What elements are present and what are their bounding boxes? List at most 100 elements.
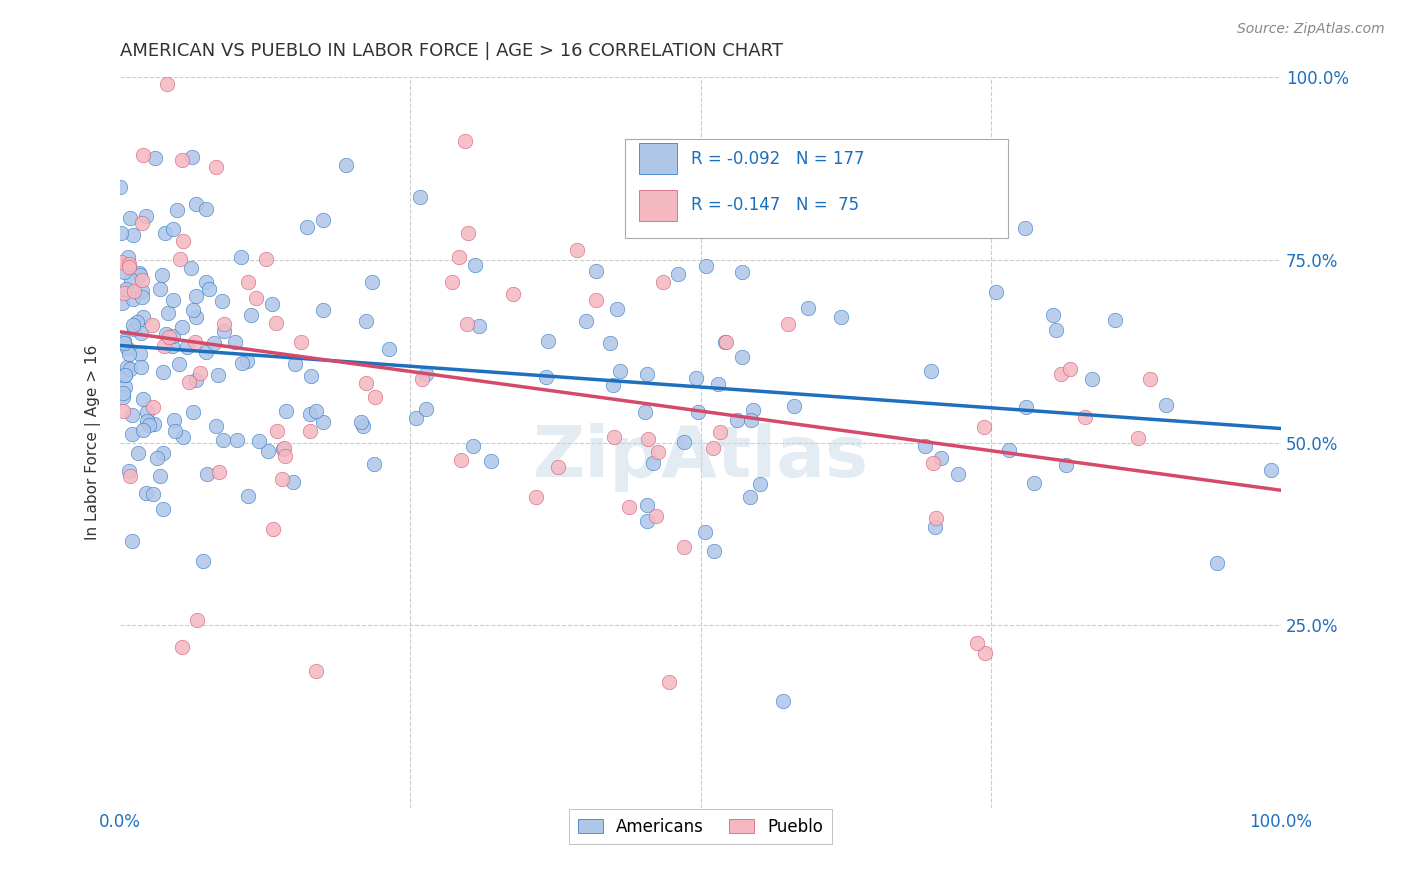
Point bbox=[305, 664, 328, 678]
Point bbox=[141, 318, 163, 332]
Point bbox=[153, 339, 176, 353]
Point bbox=[1042, 308, 1064, 322]
Point bbox=[312, 213, 335, 227]
Point bbox=[921, 457, 943, 471]
Point bbox=[145, 151, 167, 165]
Point bbox=[502, 286, 524, 301]
Point bbox=[162, 293, 184, 307]
Point bbox=[929, 451, 952, 466]
Point bbox=[132, 423, 155, 437]
Point bbox=[1139, 372, 1161, 386]
Point bbox=[155, 226, 177, 240]
Point bbox=[924, 519, 946, 533]
Point bbox=[236, 275, 259, 289]
Point bbox=[180, 150, 202, 164]
Point bbox=[738, 491, 761, 505]
Point bbox=[172, 234, 194, 248]
Point bbox=[271, 442, 294, 457]
Point bbox=[114, 285, 136, 300]
Point bbox=[172, 319, 194, 334]
Point bbox=[276, 404, 298, 418]
Point bbox=[354, 376, 377, 391]
Point bbox=[135, 414, 157, 428]
Point bbox=[163, 413, 186, 427]
Point bbox=[129, 347, 152, 361]
Point bbox=[152, 501, 174, 516]
Point bbox=[110, 255, 132, 269]
Point bbox=[136, 405, 159, 419]
Point bbox=[672, 434, 695, 449]
Point bbox=[731, 351, 754, 365]
Point bbox=[129, 326, 152, 340]
Point bbox=[797, 301, 820, 315]
Point bbox=[641, 456, 664, 470]
Point bbox=[617, 500, 640, 514]
Point bbox=[778, 317, 800, 331]
Point bbox=[1054, 458, 1077, 473]
Point bbox=[260, 297, 283, 311]
Point bbox=[121, 292, 143, 306]
Point bbox=[547, 459, 569, 474]
Point bbox=[1045, 323, 1067, 337]
Point bbox=[706, 377, 728, 392]
Point bbox=[920, 364, 942, 378]
Point bbox=[239, 308, 262, 322]
Point bbox=[195, 467, 218, 481]
Point bbox=[111, 404, 134, 418]
Point bbox=[208, 465, 231, 479]
Point bbox=[142, 400, 165, 414]
Point bbox=[305, 403, 328, 417]
Point bbox=[966, 636, 988, 650]
Point bbox=[121, 408, 143, 422]
Point bbox=[1050, 367, 1073, 381]
Point bbox=[110, 179, 132, 194]
Point bbox=[647, 445, 669, 459]
Point bbox=[974, 646, 997, 660]
Bar bbox=[638, 190, 678, 220]
Point bbox=[142, 487, 165, 501]
Point bbox=[198, 282, 221, 296]
Point bbox=[703, 544, 725, 558]
Point bbox=[160, 339, 183, 353]
Point bbox=[772, 694, 794, 708]
Point bbox=[479, 454, 502, 468]
Text: Source: ZipAtlas.com: Source: ZipAtlas.com bbox=[1237, 22, 1385, 37]
Point bbox=[152, 446, 174, 460]
Point bbox=[585, 293, 607, 307]
Point bbox=[768, 177, 790, 191]
Text: AMERICAN VS PUEBLO IN LABOR FORCE | AGE > 16 CORRELATION CHART: AMERICAN VS PUEBLO IN LABOR FORCE | AGE … bbox=[120, 42, 783, 60]
Point bbox=[152, 365, 174, 379]
Point bbox=[194, 345, 217, 359]
Point bbox=[148, 468, 170, 483]
Text: ZipAtlas: ZipAtlas bbox=[533, 423, 869, 491]
Point bbox=[122, 318, 145, 332]
Point bbox=[1074, 409, 1097, 424]
Point bbox=[194, 202, 217, 216]
Point bbox=[111, 390, 134, 404]
Point bbox=[914, 439, 936, 453]
Point bbox=[273, 442, 295, 456]
Point bbox=[1015, 401, 1038, 415]
Point bbox=[262, 522, 284, 536]
Point bbox=[166, 203, 188, 218]
Point bbox=[111, 295, 134, 310]
Point bbox=[266, 424, 288, 438]
Point bbox=[162, 222, 184, 236]
Point bbox=[599, 336, 621, 351]
Bar bbox=[638, 144, 678, 174]
Point bbox=[142, 417, 165, 431]
Point bbox=[925, 510, 948, 524]
Point bbox=[118, 347, 141, 361]
Point bbox=[211, 434, 233, 448]
Point bbox=[299, 424, 322, 438]
Point bbox=[132, 392, 155, 406]
Text: R = -0.092   N = 177: R = -0.092 N = 177 bbox=[692, 150, 865, 168]
Point bbox=[212, 317, 235, 331]
Point bbox=[1022, 476, 1045, 491]
Legend: Americans, Pueblo: Americans, Pueblo bbox=[569, 809, 831, 844]
Point bbox=[231, 356, 253, 370]
Point bbox=[457, 226, 479, 240]
Point bbox=[1014, 220, 1036, 235]
Point bbox=[157, 330, 180, 344]
Point bbox=[688, 404, 710, 418]
